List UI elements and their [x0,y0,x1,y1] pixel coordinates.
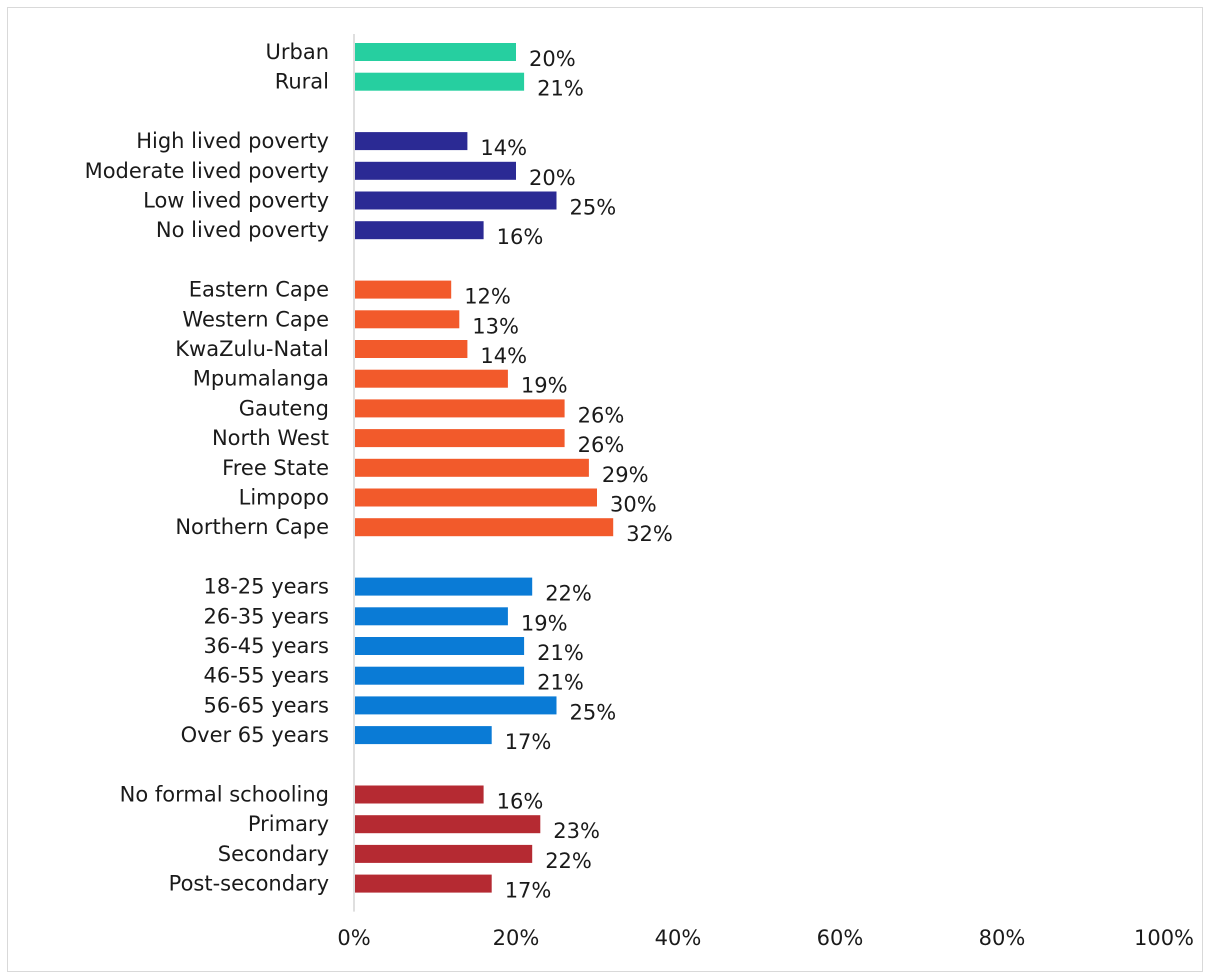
bar [355,785,484,804]
data-label: 19% [521,611,568,635]
category-label: High lived poverty [136,129,329,153]
bar [355,369,508,388]
data-label: 13% [472,314,519,338]
data-label: 21% [537,77,584,101]
category-label: Over 65 years [181,723,329,747]
data-label: 12% [464,285,511,309]
bar [355,132,468,151]
bar [355,637,525,655]
data-label: 22% [545,849,592,873]
chart-frame [7,7,1203,972]
bar [355,726,492,745]
data-label: 22% [545,582,592,606]
bar [355,577,533,596]
x-tick-label: 40% [655,926,702,950]
category-label: 26-35 years [204,604,330,628]
data-label: 17% [505,879,552,903]
category-label: 36-45 years [204,634,330,658]
bar [355,72,525,91]
category-label: Post-secondary [169,872,329,896]
category-label: Gauteng [239,396,329,420]
data-label: 25% [570,700,617,724]
bar [355,310,460,329]
bar [355,43,516,61]
bar [355,161,516,180]
bar [355,518,614,537]
x-tick-label: 20% [493,926,540,950]
data-label: 20% [529,166,576,190]
category-label: 46-55 years [204,664,330,688]
bar [355,191,557,210]
category-label: North West [212,426,329,450]
bar [355,399,565,418]
data-label: 30% [610,493,657,517]
category-label: Secondary [218,842,329,866]
category-label: Limpopo [239,486,329,510]
category-label: 56-65 years [204,693,330,717]
category-label: No formal schooling [120,783,329,807]
bar [355,340,468,358]
category-label: Western Cape [182,307,329,331]
x-tick-label: 100% [1134,926,1194,950]
bar [355,874,492,893]
bar [355,221,484,240]
bar [355,280,452,299]
data-label: 16% [497,225,544,249]
category-label: No lived poverty [156,218,329,242]
bar [355,844,533,863]
data-label: 14% [480,344,527,368]
bar [355,666,525,685]
data-label: 25% [570,196,617,220]
data-label: 29% [602,463,649,487]
data-label: 14% [480,136,527,160]
category-label: Urban [265,40,329,64]
bar [355,488,597,507]
category-label: KwaZulu-Natal [175,337,329,361]
category-label: Low lived poverty [143,189,329,213]
data-label: 32% [626,522,673,546]
bar [355,815,541,834]
category-label: Rural [275,70,329,94]
bar [355,458,589,477]
data-label: 26% [578,433,625,457]
data-label: 21% [537,641,584,665]
category-label: Moderate lived poverty [85,159,329,183]
data-label: 20% [529,47,576,71]
data-label: 19% [521,374,568,398]
data-label: 17% [505,730,552,754]
category-label: 18-25 years [204,575,330,599]
category-label: Mpumalanga [193,367,329,391]
category-label: Primary [248,812,329,836]
data-label: 23% [553,819,600,843]
bar [355,429,565,448]
bar [355,607,508,626]
data-label: 26% [578,403,625,427]
x-tick-label: 60% [817,926,864,950]
category-label: Northern Cape [175,515,329,539]
data-label: 21% [537,671,584,695]
data-label: 16% [497,790,544,814]
x-tick-label: 0% [337,926,370,950]
x-tick-label: 80% [979,926,1026,950]
category-label: Free State [222,456,329,480]
bar [355,696,557,715]
category-label: Eastern Cape [189,278,329,302]
